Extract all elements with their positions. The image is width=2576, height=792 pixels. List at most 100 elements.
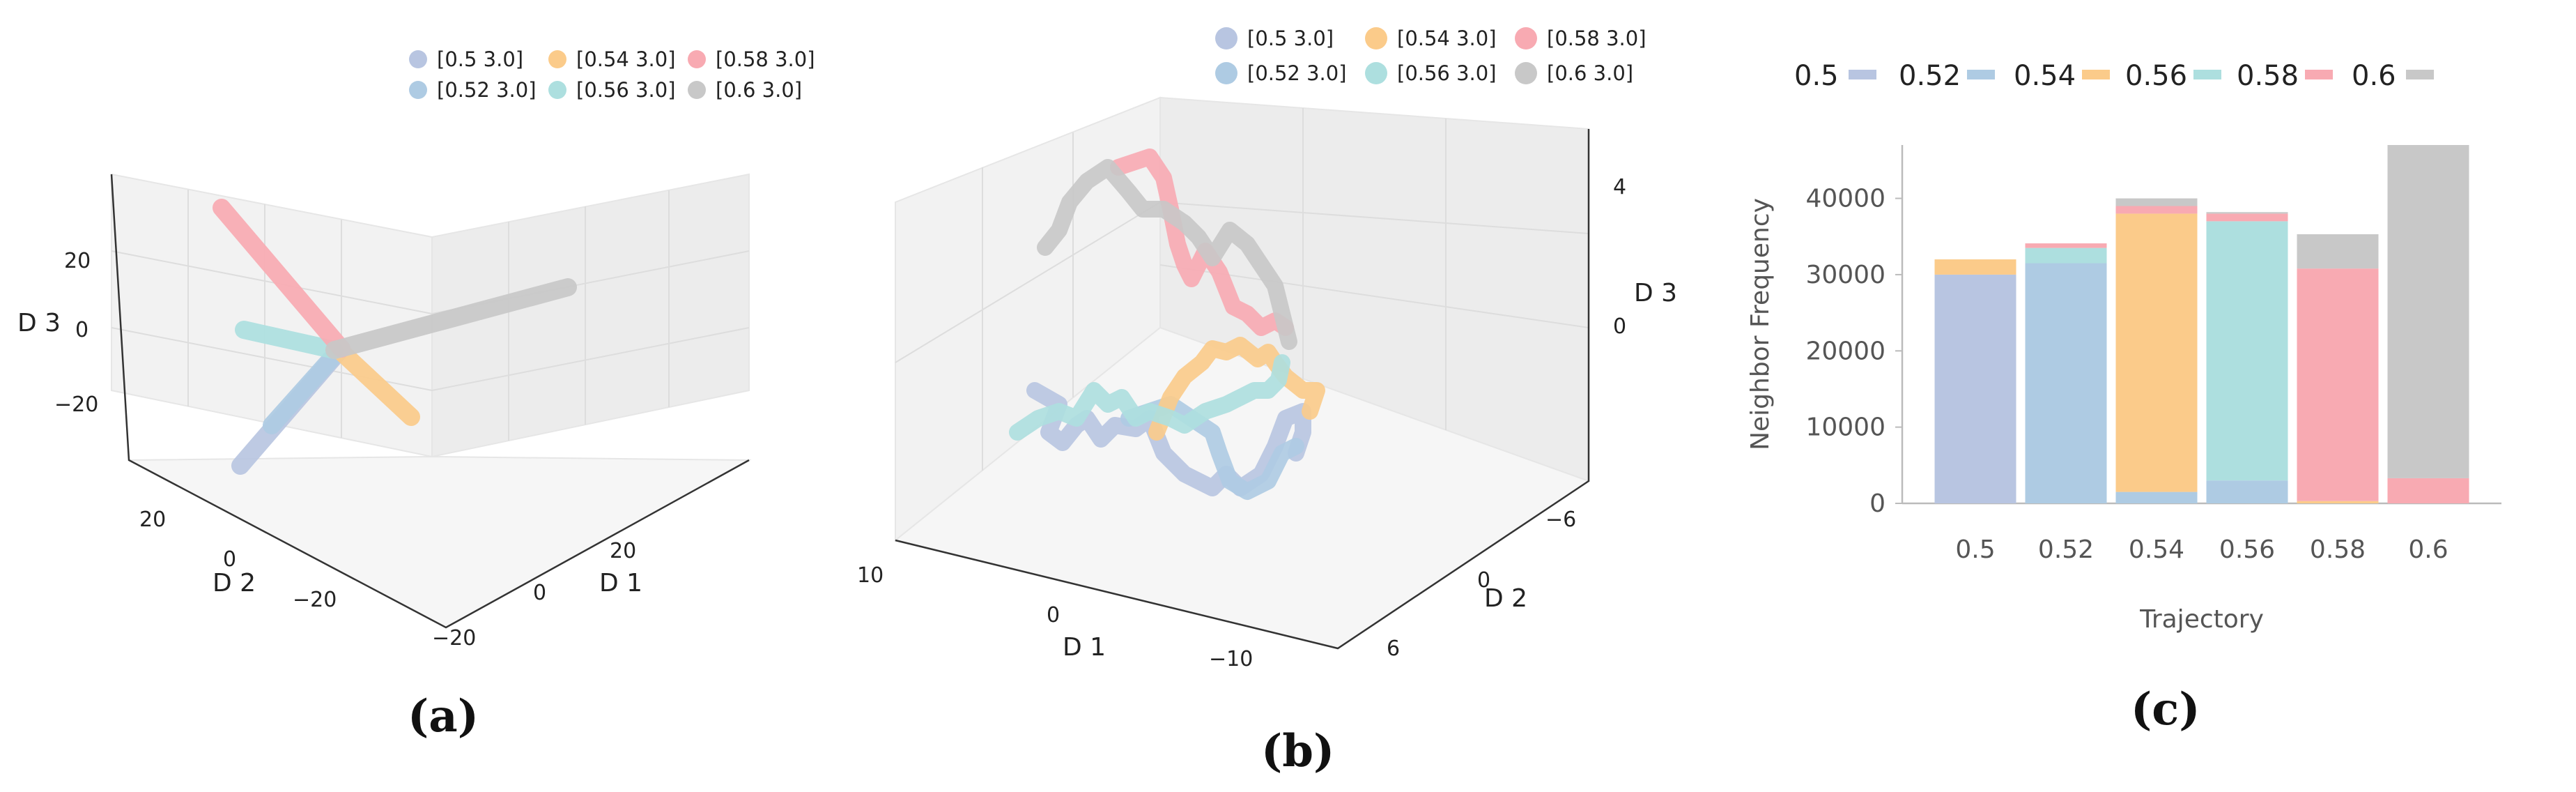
c-ytick-label-1: 10000 <box>1805 413 1885 442</box>
a-legend-box <box>390 38 801 108</box>
b-legend-label-2: [0.54 3.0] <box>1397 26 1497 50</box>
a-legend-marker-4 <box>688 50 706 68</box>
c-ylabel: Neighbor Frequency <box>1746 198 1775 450</box>
panel-a-label: (a) <box>408 690 479 742</box>
a-x-tick-0: −20 <box>432 626 476 650</box>
b-x-tick-1: 0 <box>1047 603 1060 627</box>
a-x-tick-1: 0 <box>533 581 546 605</box>
a-legend-label-5: [0.6 3.0] <box>716 78 802 102</box>
c-bar-3-5 <box>2206 212 2288 214</box>
b-z-tick-1: 0 <box>1613 314 1626 339</box>
panel-b-label: (b) <box>1261 725 1335 777</box>
c-bar-2-4 <box>2115 206 2198 214</box>
a-z-tick-1: 0 <box>75 318 88 342</box>
a-legend-marker-2 <box>548 50 566 68</box>
a-legend-marker-0 <box>409 50 427 68</box>
c-bar-2-2 <box>2115 213 2198 492</box>
c-bar-2-5 <box>2115 198 2198 206</box>
a-legend-label-3: [0.56 3.0] <box>576 78 676 102</box>
b-legend-marker-0 <box>1215 27 1237 50</box>
c-xtick-label-0: 0.5 <box>1955 535 1995 564</box>
a-zlabel: D 3 <box>17 309 61 337</box>
c-xtick-label-3: 0.56 <box>2219 535 2275 564</box>
c-bar-5-5 <box>2387 145 2469 478</box>
chart-c-legend: 0.5 0.52 0.54 0.56 0.58 0.6 <box>1794 60 2434 92</box>
chart-b-svg: 10 0 −10 D 1 −6 0 6 D 2 4 0 D 3 [0.5 3.0… <box>857 14 1677 671</box>
b-legend-label-3: [0.56 3.0] <box>1397 61 1497 85</box>
b-x-tick-0: 10 <box>857 563 884 588</box>
b-legend-marker-1 <box>1215 62 1237 84</box>
b-xlabel: D 1 <box>1063 633 1106 662</box>
c-bar-5-4 <box>2387 478 2469 503</box>
c-bar-4-4 <box>2297 268 2379 501</box>
a-series-3 <box>235 321 344 359</box>
c-ytick-label-4: 40000 <box>1805 185 1885 213</box>
b-z-tick-0: 4 <box>1613 175 1626 199</box>
a-legend-marker-3 <box>548 81 566 99</box>
c-xtick-label-2: 0.54 <box>2129 535 2184 564</box>
c-legend-swatch-0 <box>1849 70 1876 79</box>
c-ytick-label-3: 30000 <box>1805 261 1885 289</box>
b-legend-label-0: [0.5 3.0] <box>1247 26 1334 50</box>
a-ylabel: D 2 <box>213 569 256 597</box>
a-series-4 <box>213 199 350 358</box>
c-xtick-label-1: 0.52 <box>2038 535 2094 564</box>
b-series-2 <box>1148 337 1325 441</box>
a-series-5 <box>325 278 577 359</box>
a-series-1 <box>263 350 340 434</box>
c-legend-label-5: 0.6 <box>2352 60 2396 92</box>
c-bar-2-1 <box>2115 492 2198 503</box>
chart-a-series <box>213 199 577 475</box>
a-legend-label-4: [0.58 3.0] <box>716 47 815 71</box>
c-legend-swatch-4 <box>2305 70 2333 79</box>
c-xtick-label-4: 0.58 <box>2310 535 2366 564</box>
c-bar-3-3 <box>2206 221 2288 481</box>
b-series-0 <box>1026 382 1311 496</box>
c-bar-3-1 <box>2206 480 2288 503</box>
b-legend-marker-5 <box>1515 62 1537 84</box>
b-series-4 <box>1110 148 1294 336</box>
a-legend-label-1: [0.52 3.0] <box>437 78 537 102</box>
a-z-tick-0: 20 <box>64 249 91 273</box>
b-legend-box <box>1191 14 1651 94</box>
chart-c-bars <box>1934 145 2469 503</box>
c-bar-0-0 <box>1934 274 2016 503</box>
chart-c-xticks: 0.5 0.52 0.54 0.56 0.58 0.6 <box>1955 535 2448 564</box>
chart-c-yticks: 0 10000 20000 30000 40000 <box>1805 185 1902 518</box>
a-y-tick-2: −20 <box>293 588 337 612</box>
c-bar-4-5 <box>2297 234 2379 269</box>
b-legend-marker-3 <box>1365 62 1387 84</box>
b-legend-label-5: [0.6 3.0] <box>1547 61 1633 85</box>
a-z-tick-2: −20 <box>54 393 98 417</box>
c-legend-label-1: 0.52 <box>1899 60 1961 92</box>
a-series-2 <box>329 340 420 426</box>
c-legend-swatch-1 <box>1967 70 1995 79</box>
chart-a-legend: [0.5 3.0] [0.52 3.0] [0.54 3.0] [0.56 3.0] [… <box>409 47 815 102</box>
c-legend-swatch-5 <box>2406 70 2434 79</box>
chart-b-series <box>1009 148 1325 500</box>
c-legend-label-3: 0.56 <box>2125 60 2187 92</box>
chart-c-svg: 0.5 0.52 0.54 0.56 0.58 0.6 0 10000 20000 30000 4… <box>1746 60 2501 634</box>
b-legend-label-1: [0.52 3.0] <box>1247 61 1347 85</box>
c-legend-label-4: 0.58 <box>2237 60 2299 92</box>
c-legend-label-2: 0.54 <box>2014 60 2076 92</box>
a-legend-label-0: [0.5 3.0] <box>437 47 523 71</box>
a-y-tick-0: 20 <box>139 508 166 532</box>
c-bar-0-2 <box>1934 259 2016 275</box>
b-y-tick-1: 0 <box>1477 568 1490 593</box>
c-xlabel: Trajectory <box>2139 605 2264 634</box>
b-zlabel: D 3 <box>1634 279 1677 307</box>
b-legend-label-4: [0.58 3.0] <box>1547 26 1646 50</box>
c-bar-1-3 <box>2025 247 2107 264</box>
a-legend-marker-5 <box>688 81 706 99</box>
b-series-3 <box>1009 354 1290 441</box>
b-x-tick-2: −10 <box>1209 647 1253 671</box>
panel-c: 0.5 0.52 0.54 0.56 0.58 0.6 0 10000 20000 30000 4… <box>1728 0 2576 792</box>
c-legend-swatch-3 <box>2193 70 2221 79</box>
c-legend-label-0: 0.5 <box>1794 60 1839 92</box>
a-x-tick-2: 20 <box>610 539 636 563</box>
c-bar-1-1 <box>2025 263 2107 503</box>
c-bar-1-4 <box>2025 243 2107 248</box>
c-ytick-label-2: 20000 <box>1805 337 1885 365</box>
b-legend-marker-4 <box>1515 27 1537 50</box>
